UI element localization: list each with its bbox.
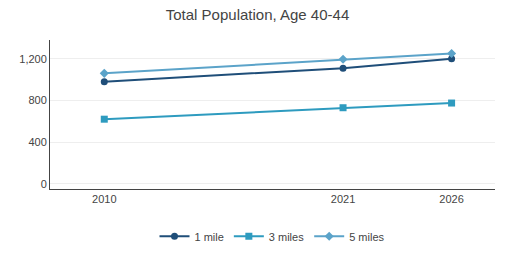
svg-text:2021: 2021: [331, 193, 355, 205]
svg-text:800: 800: [28, 94, 46, 106]
svg-text:3 miles: 3 miles: [269, 231, 304, 243]
svg-text:2010: 2010: [92, 193, 116, 205]
svg-text:1 mile: 1 mile: [195, 231, 224, 243]
svg-text:400: 400: [28, 136, 46, 148]
svg-text:2026: 2026: [439, 193, 463, 205]
svg-text:1,200: 1,200: [19, 53, 47, 65]
svg-text:0: 0: [41, 178, 47, 190]
svg-text:5 miles: 5 miles: [349, 231, 384, 243]
svg-text:Total Population, Age 40-44: Total Population, Age 40-44: [166, 6, 349, 23]
